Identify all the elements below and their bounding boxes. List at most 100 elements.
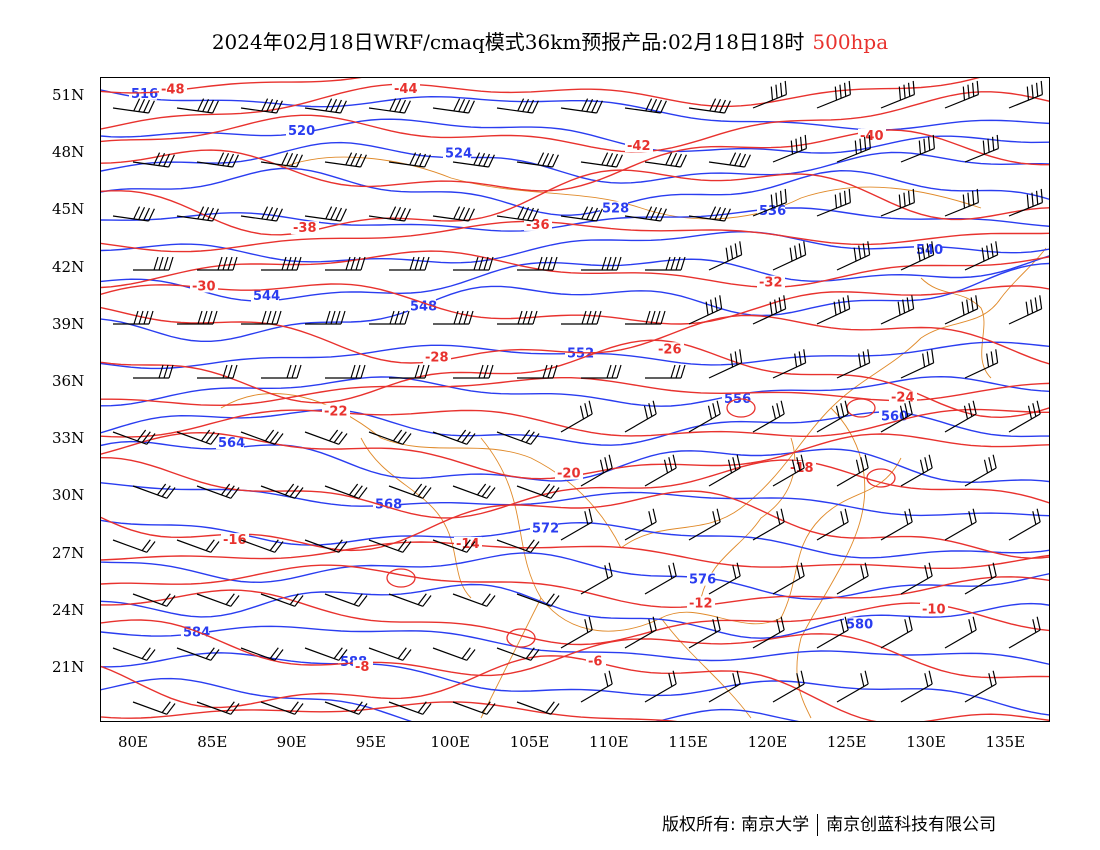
wind-barb <box>944 80 979 109</box>
temperature-contour <box>101 169 1049 236</box>
lon-tick-label: 80E <box>117 733 149 751</box>
wind-barb <box>580 152 623 168</box>
wind-barb <box>836 454 869 487</box>
temperature-contour <box>101 250 1049 289</box>
temperature-label: -8 <box>355 660 369 675</box>
temperature-loop <box>386 568 416 588</box>
wind-barb <box>944 616 977 649</box>
wind-barb <box>516 152 559 168</box>
wind-barb <box>133 364 174 379</box>
wind-barb <box>645 256 686 271</box>
wind-barb <box>112 429 156 445</box>
temperature-label: -20 <box>557 467 581 482</box>
lat-tick-label: 51N <box>52 86 85 104</box>
temperature-loop <box>866 468 896 488</box>
height-label-bg <box>879 409 907 423</box>
height-label: 572 <box>532 521 559 536</box>
wind-barb <box>176 98 219 114</box>
wind-barb <box>260 593 304 607</box>
wind-barb <box>644 454 677 487</box>
wind-barb <box>260 152 303 168</box>
height-label: 536 <box>759 204 786 219</box>
lon-tick-label: 115E <box>668 733 708 751</box>
temperature-label: -30 <box>192 279 216 294</box>
wind-barb <box>772 562 805 595</box>
temperature-loop <box>726 398 756 418</box>
temperature-contour <box>101 655 1049 721</box>
wind-barb <box>261 256 302 271</box>
height-contour <box>101 89 1049 131</box>
temperature-contour <box>101 564 1049 609</box>
temperature-label: -42 <box>627 139 651 154</box>
wind-barb <box>560 206 603 222</box>
wind-barb <box>1008 508 1041 541</box>
temperature-contour <box>101 78 980 130</box>
height-label-bg <box>373 497 401 511</box>
wind-barb <box>581 364 622 379</box>
temperature-label: -44 <box>394 82 418 97</box>
wind-barb <box>388 483 432 499</box>
temperature-label: -10 <box>922 603 946 618</box>
temperature-label: -48 <box>161 83 185 98</box>
height-label: 564 <box>218 436 245 451</box>
country-border <box>220 393 622 549</box>
wind-barb <box>1008 616 1041 649</box>
wind-barb <box>688 295 723 325</box>
wind-barb <box>368 98 411 114</box>
lat-tick-label: 45N <box>52 200 85 219</box>
lat-tick-label: 48N <box>52 143 85 162</box>
wind-barb <box>1008 80 1043 109</box>
wind-barb <box>580 670 613 703</box>
wind-barb <box>369 310 410 325</box>
chart-title: 2024年02月18日WRF/cmaq模式36km预报产品:02月18日18时 5… <box>0 26 1100 55</box>
wind-barb <box>624 616 657 649</box>
wind-barb <box>304 539 348 553</box>
wind-barb <box>644 670 677 703</box>
wind-barb <box>624 400 657 433</box>
wind-barb <box>708 349 743 379</box>
temperature-label-bg <box>423 350 451 364</box>
wind-barb <box>432 206 475 222</box>
wind-barb <box>708 152 751 168</box>
temperature-label: -22 <box>324 405 348 420</box>
lon-tick-label: 110E <box>589 733 629 751</box>
wind-barb <box>1008 400 1041 433</box>
wind-barb <box>880 188 915 217</box>
wind-barb <box>880 508 913 541</box>
wind-barb <box>304 647 348 661</box>
temperature-label-bg <box>353 660 373 674</box>
wind-barb <box>132 701 176 715</box>
temperature-label: -36 <box>526 218 550 233</box>
lon-tick-label: 130E <box>906 733 946 751</box>
footer-separator <box>817 814 819 836</box>
temperature-contour <box>101 619 1049 679</box>
temperature-label: -14 <box>456 537 480 552</box>
wind-barb <box>324 701 368 715</box>
wind-barb <box>964 454 997 487</box>
wind-barb <box>196 152 239 168</box>
wind-barb <box>368 206 411 222</box>
wind-barb <box>517 364 558 379</box>
height-label-bg <box>251 289 279 303</box>
wind-barb <box>112 98 155 114</box>
wind-barb <box>644 152 687 168</box>
temperature-label: -24 <box>891 391 915 406</box>
wind-barb <box>112 206 155 222</box>
wind-barb <box>560 98 603 114</box>
lon-tick-label: 100E <box>430 733 470 751</box>
height-label-bg <box>530 521 558 535</box>
wind-barb <box>324 483 368 499</box>
lon-tick-label: 85E <box>197 733 228 751</box>
wind-barb <box>388 152 431 168</box>
footer-credits: 版权所有: 南京大学 南京创蓝科技有限公司 <box>662 810 996 836</box>
lon-tick-label: 105E <box>509 733 550 751</box>
wind-barb <box>176 647 220 661</box>
wind-barb <box>452 701 496 715</box>
wind-barb <box>688 400 721 433</box>
wind-barb <box>944 508 977 541</box>
temperature-contour <box>101 589 1049 646</box>
temperature-contour <box>101 490 1049 559</box>
country-border <box>660 617 752 719</box>
temperature-label-bg <box>190 279 218 293</box>
wind-barb <box>324 593 368 607</box>
